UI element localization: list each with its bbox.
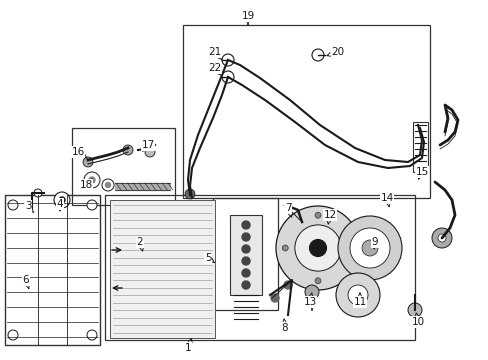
Bar bbox=[229, 215, 262, 295]
Circle shape bbox=[34, 189, 42, 197]
Text: 20: 20 bbox=[326, 47, 344, 57]
Text: 12: 12 bbox=[323, 210, 336, 224]
Circle shape bbox=[347, 285, 367, 305]
Text: 16: 16 bbox=[71, 147, 87, 158]
Circle shape bbox=[8, 330, 18, 340]
Text: 7: 7 bbox=[284, 203, 291, 217]
Circle shape bbox=[437, 234, 445, 242]
Text: 14: 14 bbox=[380, 193, 393, 207]
Text: 22: 22 bbox=[208, 63, 221, 76]
Bar bbox=[183, 25, 429, 198]
Bar bbox=[412, 122, 427, 172]
Circle shape bbox=[275, 206, 359, 290]
Circle shape bbox=[347, 245, 353, 251]
Circle shape bbox=[8, 200, 18, 210]
Circle shape bbox=[84, 172, 100, 188]
Bar bbox=[213, 198, 278, 310]
Circle shape bbox=[59, 197, 65, 203]
Text: 18: 18 bbox=[79, 179, 92, 190]
Text: 5: 5 bbox=[204, 253, 214, 263]
Text: 10: 10 bbox=[410, 313, 424, 327]
Text: 8: 8 bbox=[281, 319, 288, 333]
Circle shape bbox=[242, 269, 249, 277]
Circle shape bbox=[242, 221, 249, 229]
Text: 11: 11 bbox=[353, 293, 366, 307]
Circle shape bbox=[145, 147, 155, 157]
Circle shape bbox=[222, 71, 234, 83]
Circle shape bbox=[87, 330, 97, 340]
Circle shape bbox=[270, 294, 279, 302]
Circle shape bbox=[311, 49, 324, 61]
Circle shape bbox=[123, 145, 133, 155]
Circle shape bbox=[184, 189, 195, 199]
Text: 13: 13 bbox=[303, 293, 316, 307]
Circle shape bbox=[305, 285, 318, 299]
Text: 4: 4 bbox=[57, 199, 63, 211]
Circle shape bbox=[361, 240, 377, 256]
Text: 21: 21 bbox=[208, 47, 221, 60]
Circle shape bbox=[282, 245, 287, 251]
Circle shape bbox=[294, 225, 341, 271]
Bar bbox=[5, 195, 100, 345]
Text: 17: 17 bbox=[141, 140, 154, 151]
Circle shape bbox=[431, 228, 451, 248]
Bar bbox=[72, 128, 175, 205]
Circle shape bbox=[242, 257, 249, 265]
Bar bbox=[110, 200, 215, 338]
Circle shape bbox=[314, 212, 320, 218]
Circle shape bbox=[54, 192, 70, 208]
Circle shape bbox=[83, 157, 93, 167]
Circle shape bbox=[407, 303, 421, 317]
Circle shape bbox=[314, 278, 320, 284]
Circle shape bbox=[335, 273, 379, 317]
Circle shape bbox=[309, 240, 325, 256]
Text: 1: 1 bbox=[184, 338, 192, 353]
Text: 15: 15 bbox=[414, 167, 428, 179]
Text: 6: 6 bbox=[22, 275, 29, 288]
Circle shape bbox=[349, 228, 389, 268]
Bar bbox=[105, 195, 414, 340]
Circle shape bbox=[242, 233, 249, 241]
Circle shape bbox=[89, 177, 95, 183]
Circle shape bbox=[222, 54, 234, 66]
Text: 2: 2 bbox=[137, 237, 143, 251]
Text: 19: 19 bbox=[241, 11, 254, 24]
Circle shape bbox=[337, 216, 401, 280]
Circle shape bbox=[105, 183, 110, 188]
Circle shape bbox=[87, 200, 97, 210]
Text: 3: 3 bbox=[24, 201, 34, 213]
Circle shape bbox=[242, 281, 249, 289]
Circle shape bbox=[284, 281, 291, 289]
Circle shape bbox=[102, 179, 114, 191]
Text: 9: 9 bbox=[371, 237, 378, 249]
Circle shape bbox=[242, 245, 249, 253]
